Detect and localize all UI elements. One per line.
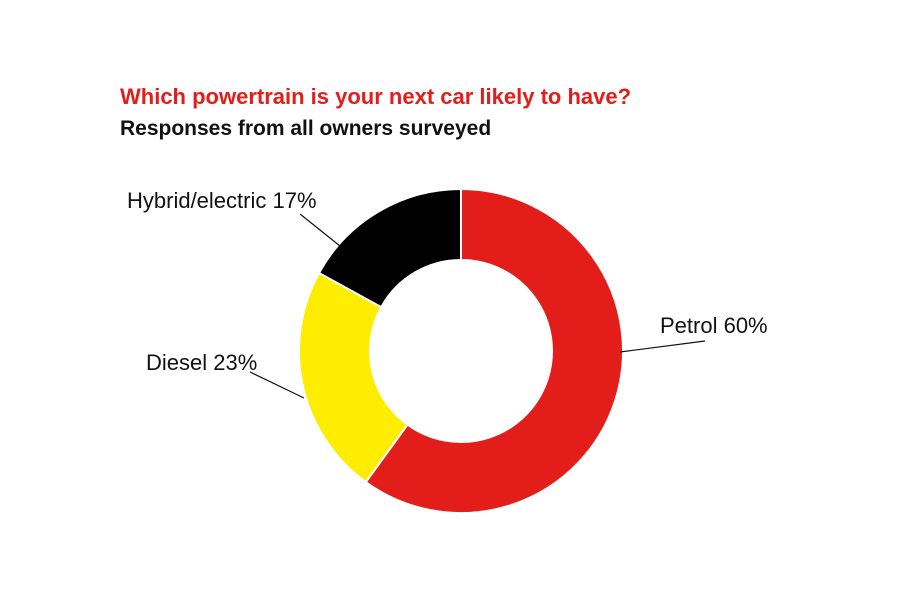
chart-subtitle: Responses from all owners surveyed [120, 117, 492, 140]
slice-hybrid-electric [317, 187, 462, 309]
slice-diesel [298, 271, 409, 484]
leader-line-diesel [249, 371, 305, 399]
slice-label-petrol: Petrol 60% [660, 313, 768, 338]
slice-label-hybrid-electric: Hybrid/electric 17% [127, 188, 317, 213]
leader-line-petrol [619, 340, 706, 353]
slice-label-diesel: Diesel 23% [146, 350, 257, 375]
chart-title: Which powertrain is your next car likely… [120, 84, 632, 109]
slice-petrol [364, 187, 624, 514]
leader-line-hybrid-electric [299, 213, 341, 247]
